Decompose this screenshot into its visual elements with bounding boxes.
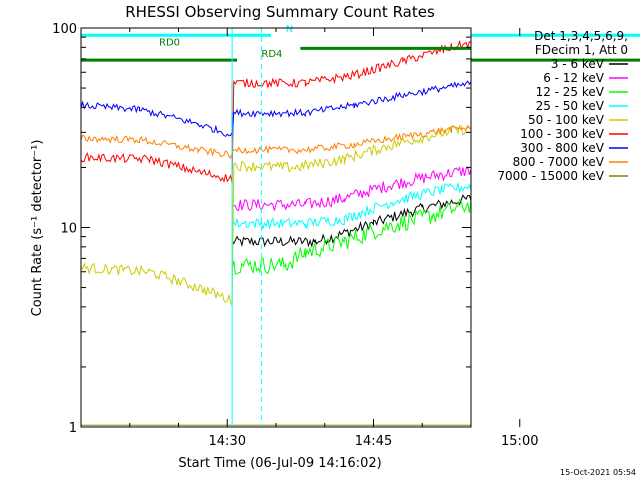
legend-entry-label: 12 - 25 keV bbox=[536, 85, 605, 99]
y-tick-label: 1 bbox=[69, 421, 77, 436]
series-line-7 bbox=[81, 125, 471, 160]
legend-entry-label: 6 - 12 keV bbox=[543, 71, 605, 85]
series-line-3 bbox=[231, 182, 471, 231]
legend-header-line: FDecim 1, Att 0 bbox=[535, 43, 628, 57]
legend-entry-label: 25 - 50 keV bbox=[536, 99, 605, 113]
x-axis-label: Start Time (06-Jul-09 14:16:02) bbox=[178, 456, 381, 471]
flag-label-rd4: RD4 bbox=[261, 49, 282, 60]
legend: Det 1,3,4,5,6,9,FDecim 1, Att 03 - 6 keV… bbox=[497, 29, 628, 183]
plot-frame bbox=[80, 27, 472, 428]
flag-label-rd0: RD0 bbox=[159, 37, 180, 48]
data-layer bbox=[81, 39, 471, 426]
legend-entry-label: 100 - 300 keV bbox=[520, 127, 604, 141]
legend-entry-label: 7000 - 15000 keV bbox=[497, 169, 604, 183]
x-tick-label: 14:30 bbox=[209, 434, 246, 449]
legend-entry-label: 800 - 7000 keV bbox=[513, 155, 605, 169]
flag-label-n: N bbox=[286, 24, 293, 35]
y-axis-label: Count Rate (s⁻¹ detector⁻¹) bbox=[30, 140, 45, 317]
footer-timestamp: 15-Oct-2021 05:54 bbox=[560, 468, 636, 477]
annotation-layer: N RD0 RD4 bbox=[81, 24, 640, 427]
y-tick-label: 100 bbox=[52, 22, 77, 37]
series-line-5 bbox=[81, 39, 471, 183]
x-tick-label: 14:45 bbox=[355, 434, 392, 449]
series-line-1 bbox=[231, 166, 471, 212]
legend-entry-label: 300 - 800 keV bbox=[520, 141, 604, 155]
legend-header-line: Det 1,3,4,5,6,9, bbox=[534, 29, 628, 43]
series-line-2 bbox=[231, 198, 471, 275]
x-tick-label: 15:00 bbox=[501, 434, 538, 449]
series-line-6 bbox=[81, 80, 471, 139]
legend-entry-label: 50 - 100 keV bbox=[528, 113, 605, 127]
legend-entry-label: 3 - 6 keV bbox=[551, 57, 605, 71]
chart-title: RHESSI Observing Summary Count Rates bbox=[125, 3, 435, 21]
series-line-4 bbox=[81, 124, 471, 307]
y-tick-label: 10 bbox=[60, 222, 77, 237]
